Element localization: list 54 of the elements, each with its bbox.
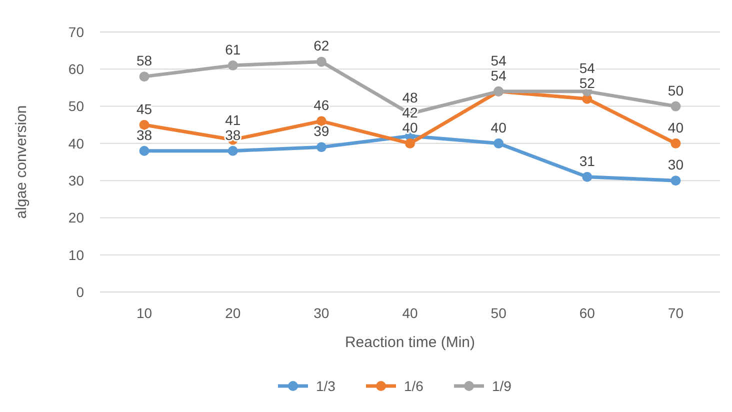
point [139,120,150,130]
data-label: 42 [402,104,418,120]
legend-label: 1/6 [404,378,424,394]
y-tick-label: 70 [68,24,84,40]
data-label: 61 [225,41,241,58]
point [670,101,681,112]
y-tick-label: 40 [68,135,84,152]
data-label: 54 [490,67,507,84]
data-label: 54 [579,60,596,76]
y-tick-label: 20 [68,210,84,226]
data-label: 31 [579,152,596,169]
point [316,142,326,152]
point [228,60,238,70]
point [316,116,326,126]
y-tick-label: 50 [68,98,84,114]
data-label: 58 [136,52,152,69]
y-tick-label: 60 [68,61,84,78]
x-tick-label: 20 [225,305,241,321]
point [670,176,681,186]
point [670,138,681,148]
x-tick-label: 60 [579,305,596,321]
x-tick-label: 50 [490,305,507,321]
y-tick-label: 30 [68,172,84,188]
data-label: 38 [136,126,152,143]
point [316,56,326,67]
data-label: 52 [579,74,596,91]
x-tick-label: 30 [314,305,330,321]
data-label: 45 [136,100,152,117]
legend-label: 1/3 [316,378,336,394]
data-label: 46 [314,97,330,114]
y-tick-label: 0 [76,284,84,300]
point [582,172,592,182]
y-axis-title: algae conversion [13,105,30,219]
y-tick-label: 10 [68,246,84,263]
data-label: 62 [314,38,330,54]
legend-label: 1/9 [492,378,512,394]
point [139,146,150,156]
x-tick-label: 40 [402,305,418,321]
data-label: 50 [668,82,684,98]
data-label: 30 [668,156,684,173]
data-label: 48 [402,89,418,106]
x-axis-title: Reaction time (Min) [344,334,476,351]
data-label: 54 [490,52,507,68]
point [405,138,415,148]
point [139,72,150,82]
data-label: 41 [225,112,241,128]
data-label: 40 [402,119,418,136]
data-label: 40 [668,119,684,136]
point [228,146,238,156]
x-tick-label: 10 [136,305,152,321]
data-label: 40 [490,119,507,136]
point [494,138,504,148]
x-tick-label: 70 [668,305,684,321]
data-label: 39 [314,123,330,140]
